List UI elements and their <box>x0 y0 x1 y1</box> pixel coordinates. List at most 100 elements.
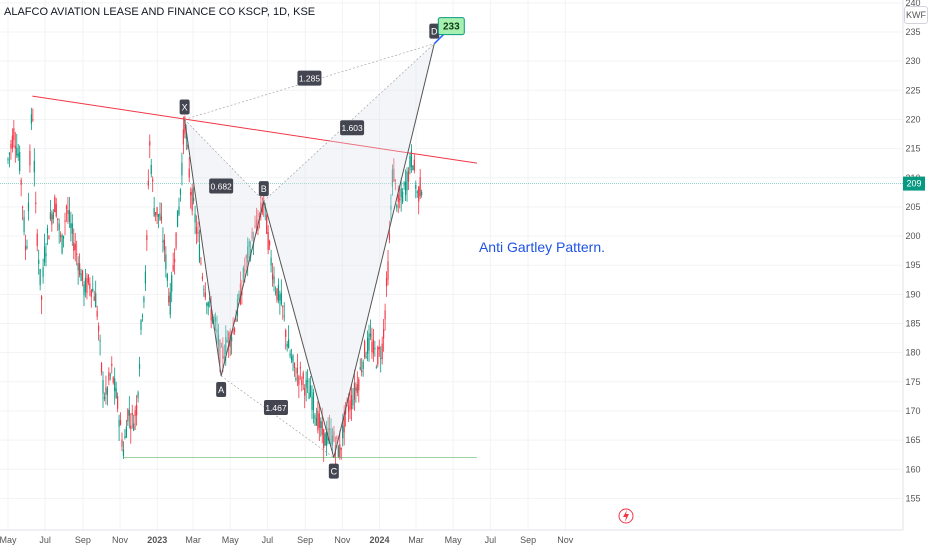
candle-body <box>238 293 240 299</box>
candle-body <box>38 259 40 264</box>
y-tick-label: 220 <box>905 114 920 124</box>
candle-body <box>46 228 49 234</box>
candle-body <box>57 218 59 220</box>
candle-body <box>79 263 81 276</box>
ratio-label[interactable]: 1.467 <box>263 400 288 416</box>
candle-body <box>8 153 11 155</box>
candle-body <box>105 387 107 395</box>
candle-body <box>387 261 389 280</box>
x-tick-label: Jul <box>39 535 51 545</box>
candle-body <box>388 233 391 240</box>
time-axis[interactable]: May Jul Sep Nov 2023 Mar May Jul Sep Nov 2024 Mar Ma… <box>0 535 574 545</box>
candle-body <box>299 367 301 369</box>
ratio-label[interactable]: 1.285 <box>297 70 322 86</box>
y-tick-label: 240 <box>905 0 920 8</box>
candle-body <box>67 210 69 214</box>
y-tick-label: 195 <box>905 260 920 270</box>
candle-body <box>45 253 47 257</box>
ratio-label[interactable]: 1.603 <box>340 120 365 136</box>
candle-body <box>24 245 27 251</box>
candle-body <box>22 206 24 208</box>
candle-body <box>402 191 404 203</box>
candle-body <box>178 206 180 215</box>
candle-body <box>331 435 334 446</box>
y-tick-label: 180 <box>905 348 920 358</box>
svg-text:D: D <box>431 27 438 37</box>
y-tick-label: 205 <box>905 202 920 212</box>
pattern-point-b[interactable]: B <box>258 181 269 197</box>
candle-body <box>11 135 13 150</box>
candle-body <box>226 340 228 342</box>
candle-body <box>399 198 401 201</box>
candle-body <box>190 192 192 196</box>
candle-body <box>311 396 313 410</box>
currency-badge[interactable]: KWF <box>904 6 928 24</box>
candle-body <box>400 188 402 198</box>
chart-title: ALAFCO AVIATION LEASE AND FINANCE CO KSC… <box>4 6 316 18</box>
candle-body <box>83 284 85 296</box>
candle-body <box>29 150 31 166</box>
candle-body <box>368 333 370 351</box>
candle-body <box>352 399 354 406</box>
y-tick-label: 230 <box>905 56 920 66</box>
candle-body <box>32 119 34 121</box>
candle-body <box>19 151 21 171</box>
candle-body <box>337 446 339 457</box>
candle-body <box>99 340 101 342</box>
flash-icon[interactable] <box>618 508 634 524</box>
candle-body <box>258 213 260 218</box>
pattern-point-c[interactable]: C <box>328 463 339 479</box>
candle-body <box>26 246 28 249</box>
candle-body <box>39 269 41 286</box>
candle-body <box>198 244 201 262</box>
target-badge[interactable]: 233 <box>433 17 465 45</box>
ratio-label[interactable]: 0.682 <box>209 178 234 194</box>
price-axis[interactable]: 1551601651701751801851901952002052102152… <box>903 0 925 503</box>
candle-body <box>416 191 418 193</box>
y-tick-label: 190 <box>905 289 920 299</box>
candle-body <box>301 379 303 386</box>
candle-body <box>366 338 369 354</box>
y-tick-label: 185 <box>905 319 920 329</box>
candle-body <box>48 236 50 240</box>
candle-body <box>150 165 152 175</box>
gartley-pattern <box>184 43 435 458</box>
candle-body <box>393 168 395 182</box>
candle-body <box>206 303 208 306</box>
candle-body <box>156 207 158 217</box>
candle-body <box>73 242 75 252</box>
candle-body <box>194 214 196 223</box>
candle-body <box>16 147 18 156</box>
candle-body <box>302 372 304 380</box>
candle-body <box>372 339 374 354</box>
candle-body <box>193 197 195 202</box>
candle-body <box>179 189 182 195</box>
candle-body <box>17 153 19 157</box>
candle-body <box>343 412 345 433</box>
candle-body <box>43 246 46 263</box>
candle-body <box>62 235 65 239</box>
candle-body <box>176 210 179 227</box>
pattern-point-d[interactable]: D <box>429 23 440 39</box>
candle-body <box>41 296 43 300</box>
svg-text:C: C <box>331 467 338 477</box>
pattern-point-a[interactable]: A <box>216 381 227 397</box>
candle-body <box>33 160 35 173</box>
candle-body <box>381 343 383 360</box>
candle-body <box>171 275 173 292</box>
candle-body <box>270 257 272 266</box>
candle-body <box>317 410 319 431</box>
candle-body <box>289 353 291 357</box>
candle-body <box>77 263 79 271</box>
candle-body <box>254 225 256 227</box>
candle-body <box>324 433 326 446</box>
x-tick-label: Sep <box>520 535 536 545</box>
candle-body <box>118 419 120 427</box>
resistance-trend-line[interactable] <box>32 95 478 164</box>
pattern-point-x[interactable]: X <box>179 99 190 115</box>
candle-body <box>362 361 364 370</box>
candle-body <box>61 234 63 254</box>
candle-body <box>359 367 361 370</box>
candle-body <box>174 259 176 262</box>
